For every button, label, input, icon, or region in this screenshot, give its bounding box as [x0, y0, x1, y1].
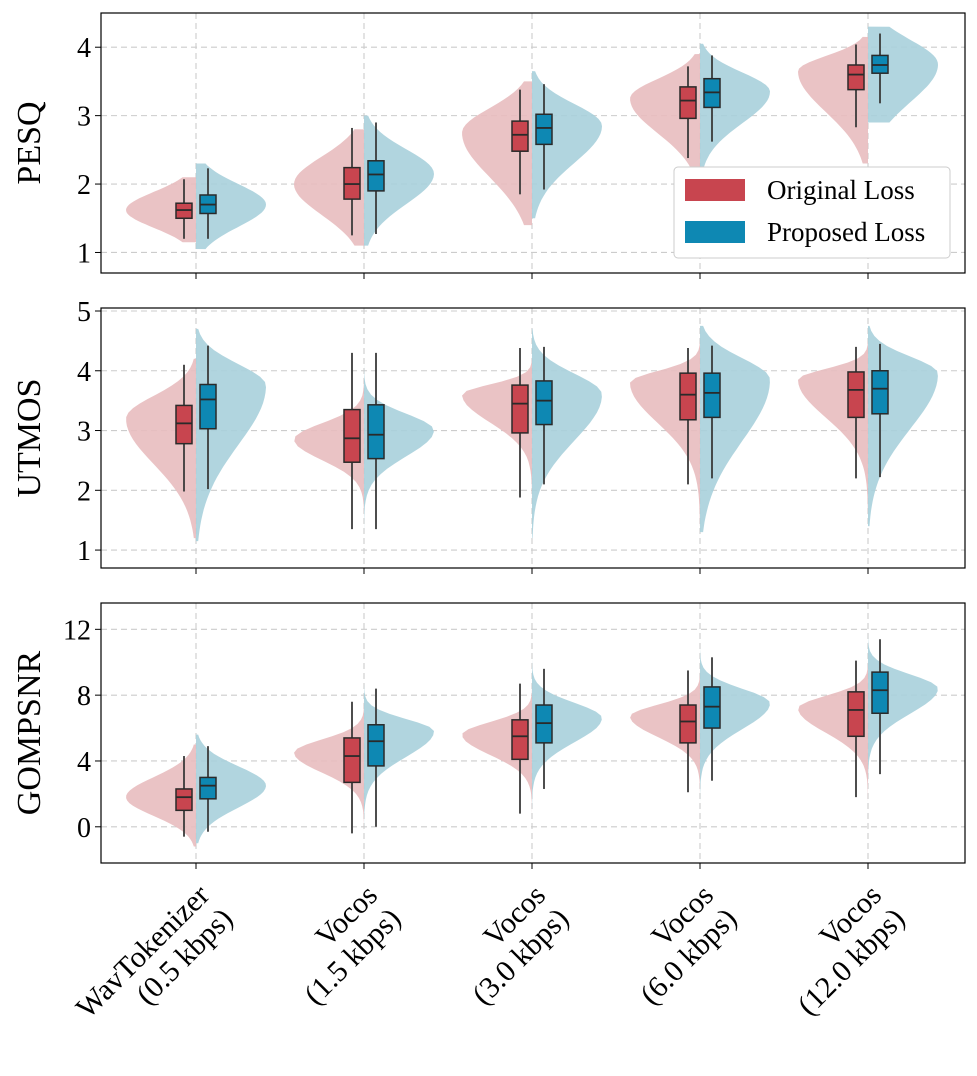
box-original-4: [847, 64, 865, 91]
box-original-4: [847, 371, 865, 419]
x-tick-label-4: Vocos(12.0 kbps): [768, 879, 911, 1022]
y-tick-label: 5: [77, 297, 91, 328]
violin-proposed-4: [868, 26, 938, 123]
violin-original-0: [126, 358, 196, 539]
violin-proposed-1: [364, 675, 434, 847]
violin-original-1: [294, 129, 364, 246]
x-tick-label-0: WavTokenizer(0.5 kbps): [70, 879, 240, 1049]
panel-pesq: 1 2 3 4 PESQ: [11, 12, 966, 279]
y-tick-label: 0: [77, 813, 91, 844]
violin-proposed-0: [196, 163, 266, 250]
violin-proposed-1: [364, 115, 434, 246]
y-tick-label: 4: [77, 357, 91, 388]
violin-original-3: [630, 657, 700, 819]
violin-original-4: [798, 36, 868, 164]
violin-original-4: [798, 645, 868, 831]
violin-original-2: [462, 81, 532, 226]
y-tick-label: 2: [77, 170, 91, 201]
legend-label-0: Original Loss: [767, 175, 915, 205]
violin-original-3: [630, 54, 700, 178]
panel-utmos: 1 2 3 4 5 UTMOS: [11, 297, 966, 574]
box-proposed-4: [871, 370, 889, 415]
violin-proposed-2: [532, 71, 602, 219]
y-tick-label: 3: [77, 417, 91, 448]
y-tick-label: 4: [77, 33, 91, 64]
violin-proposed-2: [532, 654, 602, 819]
violin-proposed-3: [700, 325, 770, 533]
legend-swatch-0: [685, 179, 745, 201]
x-tick-label-3: Vocos(6.0 kbps): [611, 879, 744, 1012]
violin-original-0: [126, 177, 196, 243]
box-original-3: [679, 372, 697, 421]
box-original-3: [679, 704, 697, 744]
box-original-0: [175, 788, 193, 812]
x-tick-labels-group: WavTokenizer(0.5 kbps) Vocos(1.5 kbps) Voc…: [70, 879, 912, 1049]
y-tick-label: 2: [77, 476, 91, 507]
violin-original-0: [126, 744, 196, 847]
x-tick-label-2: Vocos(3.0 kbps): [443, 879, 576, 1012]
box-original-2: [511, 719, 529, 761]
y-tick-label: 1: [77, 238, 91, 269]
box-original-2: [511, 120, 529, 152]
box-original-3: [679, 86, 697, 120]
axes-frame: [100, 12, 966, 274]
violin-proposed-4: [868, 325, 938, 527]
legend-label-1: Proposed Loss: [767, 217, 925, 247]
y-tick-label: 3: [77, 102, 91, 133]
y-tick-label: 12: [63, 615, 91, 646]
axes-frame: [100, 602, 966, 864]
y-axis-label: GOMPSNR: [11, 650, 48, 815]
y-axis-label: UTMOS: [11, 378, 48, 497]
violin-proposed-1: [364, 346, 434, 560]
violin-proposed-4: [868, 624, 938, 803]
violin-original-1: [294, 686, 364, 852]
violin-proposed-3: [700, 642, 770, 811]
box-proposed-1: [367, 724, 385, 767]
axes-frame: [100, 307, 966, 569]
box-original-1: [343, 737, 361, 784]
y-tick-label: 4: [77, 747, 91, 778]
box-proposed-3: [703, 372, 721, 419]
box-proposed-0: [199, 776, 217, 800]
violin-proposed-0: [196, 734, 266, 844]
violin-original-4: [798, 340, 868, 515]
box-proposed-1: [367, 160, 385, 192]
violin-original-3: [630, 340, 700, 527]
y-axis-label: PESQ: [11, 101, 48, 184]
box-proposed-2: [535, 113, 553, 146]
violin-proposed-2: [532, 328, 602, 539]
legend-swatch-1: [685, 221, 745, 243]
violin-proposed-3: [700, 43, 770, 171]
violin-proposed-0: [196, 328, 266, 542]
box-original-1: [343, 408, 361, 463]
box-proposed-4: [871, 671, 889, 715]
violin-original-1: [294, 349, 364, 554]
panel-gompsnr: 0 4 8 12 GOMPSNR: [11, 602, 966, 869]
box-proposed-0: [199, 383, 217, 430]
y-tick-label: 8: [77, 681, 91, 712]
box-proposed-1: [367, 404, 385, 460]
y-tick-label: 1: [77, 536, 91, 567]
box-original-0: [175, 404, 193, 445]
violin-original-2: [462, 672, 532, 836]
violin-original-2: [462, 343, 532, 533]
box-original-2: [511, 384, 529, 434]
box-original-4: [847, 691, 865, 738]
legend: Original Loss Proposed Loss: [673, 166, 951, 259]
x-tick-label-1: Vocos(1.5 kbps): [275, 879, 408, 1012]
box-proposed-2: [535, 380, 553, 426]
